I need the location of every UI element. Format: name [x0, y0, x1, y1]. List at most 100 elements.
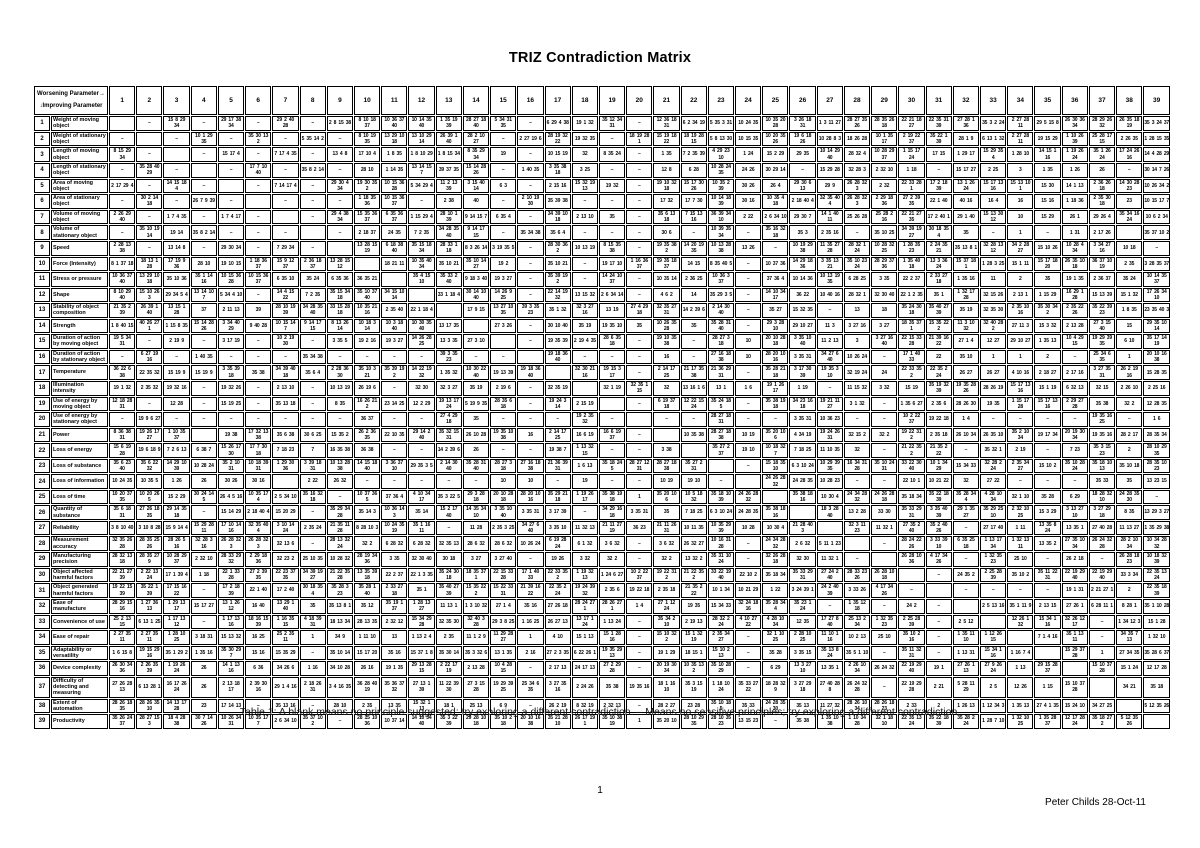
matrix-cell: 19 35 38 2: [653, 241, 680, 256]
matrix-cell: 19 29 39 25: [490, 676, 517, 698]
matrix-cell: 22 19 29 28: [898, 676, 925, 698]
matrix-cell: 3 32: [871, 380, 898, 396]
matrix-cell: 29 17 38 34: [217, 116, 245, 131]
matrix-cell: 24 26: [735, 162, 762, 178]
row-number: 28: [34, 536, 50, 551]
matrix-cell: 2 36 25: [680, 272, 707, 287]
matrix-cell: 1 35 16: [952, 272, 980, 287]
matrix-cell: 28 29 37 36: [871, 256, 898, 271]
matrix-cell: 35 33 29 31: [789, 567, 816, 583]
matrix-cell: 10 36 23: [816, 412, 843, 427]
matrix-cell: 35 3 22 39: [435, 714, 462, 729]
matrix-cell: 11 27 32: [816, 698, 843, 714]
matrix-cell: 15 1 28 16: [598, 630, 626, 645]
matrix-cell: 10 26 35 28: [653, 318, 680, 334]
matrix-cell: 1 28 7 10: [980, 714, 1007, 729]
matrix-cell: 27 35 2 40: [898, 520, 925, 536]
matrix-cell: 14 4 28 29: [1143, 147, 1170, 162]
matrix-cell: 22 14 19 32: [544, 287, 571, 302]
row-label: Measurement accuracy: [51, 536, 109, 551]
matrix-cell: 35 20 10: [653, 714, 680, 729]
matrix-cell: 26 32: [326, 474, 353, 489]
matrix-cell: 10 3 18 40: [381, 318, 408, 334]
matrix-cell: 14 20 19 35: [680, 241, 707, 256]
matrix-cell: 10 11 35: [680, 520, 707, 536]
matrix-cell: 34 27 25: [1088, 698, 1116, 714]
matrix-cell: 27 13 1 39: [408, 676, 435, 698]
matrix-cell: 2 39 30 16: [245, 676, 272, 698]
matrix-cell: 18 28 32 9: [762, 676, 789, 698]
matrix-cell: 1 12 34 3: [980, 698, 1007, 714]
matrix-cell: –: [462, 349, 490, 365]
matrix-cell: 26 17 19 1: [571, 714, 598, 729]
matrix-cell: –: [544, 412, 571, 427]
matrix-cell: 27 1 4: [490, 598, 517, 614]
matrix-cell: –: [735, 536, 762, 551]
matrix-cell: 13 29 10 18: [136, 272, 163, 287]
matrix-cell: 1: [980, 349, 1007, 365]
matrix-cell: 24 35 2: [952, 567, 980, 583]
matrix-cell: 28 27 12 31: [626, 458, 653, 474]
matrix-cell: –: [462, 474, 490, 489]
matrix-cell: 29 10 27: [1007, 334, 1034, 349]
matrix-cell: 8 36 38 31: [109, 427, 136, 443]
matrix-cell: 15 35 29: [272, 645, 299, 661]
matrix-cell: –: [571, 256, 598, 271]
matrix-cell: 3 10 8 28: [136, 520, 163, 536]
matrix-cell: 24 26 28 18: [871, 489, 898, 505]
matrix-cell: 27 40 28: [1088, 520, 1116, 536]
matrix-cell: 28 10 35 23: [707, 714, 735, 729]
matrix-cell: 32 40 28 2: [980, 318, 1007, 334]
matrix-cell: 20 19 30 34: [653, 661, 680, 676]
matrix-cell: 17 9 15: [462, 303, 490, 318]
matrix-cell: 24: [871, 365, 898, 380]
matrix-cell: 11 35 27 28: [816, 241, 843, 256]
matrix-cell: 10 28 32: [326, 552, 353, 567]
matrix-cell: 40 26 27 1: [136, 318, 163, 334]
matrix-cell: 21 35 11 28: [326, 520, 353, 536]
matrix-row: 2 Weight of stationary object – –10 1 29 35…: [34, 131, 1170, 147]
row-label: Speed: [51, 241, 109, 256]
matrix-cell: 15 29 37 28: [1061, 645, 1088, 661]
matrix-cell: –: [517, 552, 544, 567]
matrix-cell: 28 20 10 16: [517, 489, 544, 505]
matrix-cell: –: [490, 162, 517, 178]
matrix-cell: 18 1: [435, 698, 462, 714]
matrix-cell: 28 33 29 32: [217, 552, 245, 567]
matrix-cell: 35 3 15 19: [680, 676, 707, 698]
matrix-cell: 30 10 40: [544, 318, 571, 334]
row-number: 6: [34, 194, 50, 209]
matrix-cell: 26 2 36 35: [353, 427, 381, 443]
matrix-cell: 13 35 2: [1034, 536, 1061, 551]
row-number: 22: [34, 443, 50, 458]
matrix-cell: –: [626, 630, 653, 645]
matrix-cell: –: [136, 334, 163, 349]
matrix-cell: 27 2 29 28: [598, 661, 626, 676]
matrix-cell: 5 34 31 35: [490, 116, 517, 131]
matrix-cell: [626, 412, 653, 427]
matrix-cell: –: [707, 474, 735, 489]
matrix-cell: –: [598, 225, 626, 240]
matrix-cell: 6 35 36: [326, 272, 353, 287]
matrix-cell: –: [626, 147, 653, 162]
matrix-cell: 19 35 28 26: [952, 380, 980, 396]
matrix-cell: 1 18 35 36: [353, 194, 381, 209]
matrix-cell: 2 22 17 19: [435, 661, 462, 676]
matrix-cell: 15 17 13 16: [980, 178, 1007, 194]
matrix-cell: 10 28: [735, 520, 762, 536]
matrix-cell: 2 35 18: [925, 427, 952, 443]
matrix-cell: 35 1 10 28: [1143, 598, 1170, 614]
matrix-cell: 3 35 31: [626, 505, 653, 520]
matrix-cell: 28 35 25 26: [136, 536, 163, 551]
matrix-cell: –: [735, 412, 762, 427]
matrix-cell: [326, 241, 353, 256]
matrix-cell: 35 13: [789, 698, 816, 714]
matrix-cell: –: [109, 131, 136, 147]
matrix-cell: 13 4 8: [326, 147, 353, 162]
matrix-cell: 15 10 37 28: [1088, 661, 1116, 676]
matrix-cell: –: [190, 614, 217, 629]
matrix-cell: 2 36 26 18: [1088, 178, 1116, 194]
matrix-cell: 15 1 28: [1143, 614, 1170, 629]
row-label: Productivity: [51, 714, 109, 729]
matrix-cell: –: [735, 552, 762, 567]
